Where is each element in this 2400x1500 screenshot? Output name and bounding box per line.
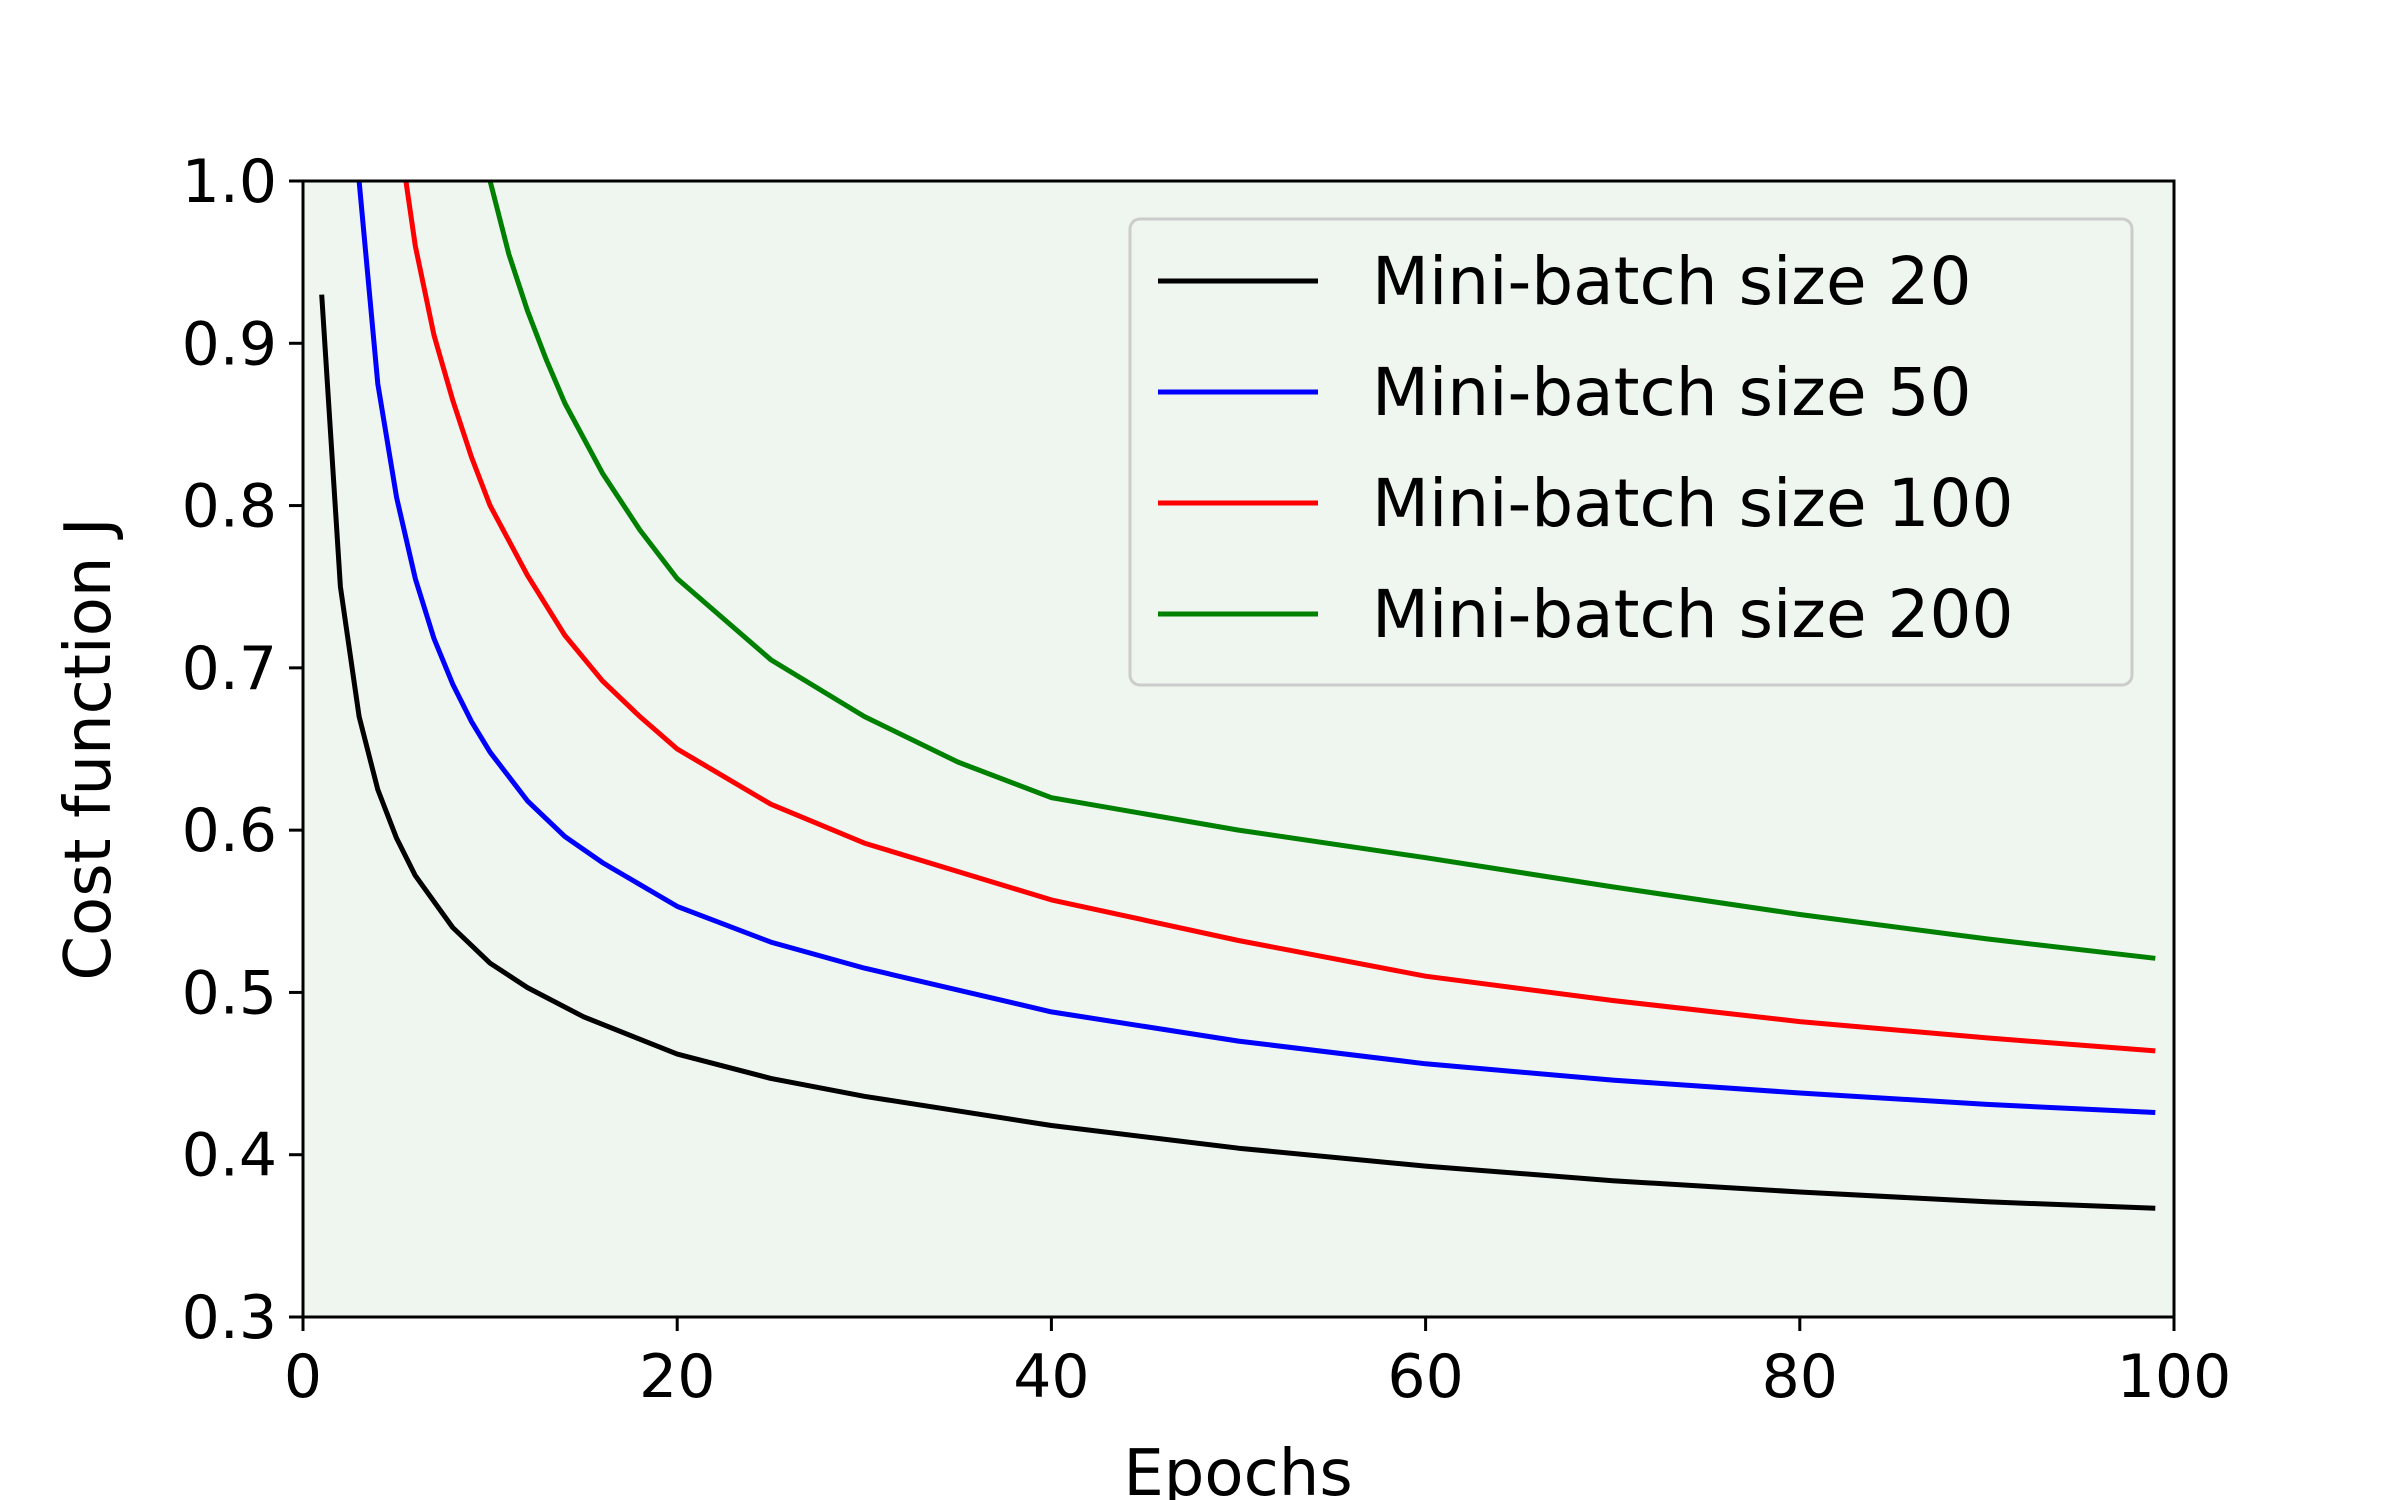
y-tick-label: 1.0 xyxy=(182,147,277,217)
plot-frame xyxy=(301,179,2176,1319)
x-tick-label: 40 xyxy=(1013,1342,1089,1412)
x-tick-label: 80 xyxy=(1762,1342,1838,1412)
legend-label-3: Mini-batch size 100 xyxy=(1372,465,2014,542)
legend-label-4: Mini-batch size 200 xyxy=(1372,576,2014,653)
series-line-2 xyxy=(356,180,2156,1115)
y-tick-label: 0.3 xyxy=(182,1283,277,1353)
y-tick-label: 0.9 xyxy=(182,309,277,379)
x-tick-label: 0 xyxy=(284,1342,322,1412)
y-axis-ticks: 0.3 0.4 0.5 0.6 0.7 0.8 0.9 1.0 xyxy=(182,147,303,1353)
legend-label-2: Mini-batch size 50 xyxy=(1372,354,1972,431)
y-tick-label: 0.5 xyxy=(182,958,277,1028)
y-tick-label: 0.4 xyxy=(182,1121,277,1191)
x-tick-label: 100 xyxy=(2117,1342,2232,1412)
series-line-1 xyxy=(319,294,2156,1211)
x-tick-label: 20 xyxy=(639,1342,715,1412)
series-line-3 xyxy=(403,180,2156,1054)
x-axis-ticks: 0 20 40 60 80 100 xyxy=(284,1317,2231,1412)
series-line-4 xyxy=(487,180,2156,961)
x-axis-label: Epochs xyxy=(1123,1437,1352,1500)
series-layer xyxy=(319,180,2156,1211)
legend-label-1: Mini-batch size 20 xyxy=(1372,243,1972,320)
y-tick-label: 0.8 xyxy=(182,472,277,542)
x-tick-label: 60 xyxy=(1387,1342,1463,1412)
y-tick-label: 0.6 xyxy=(182,796,277,866)
y-axis-label: Cost function J xyxy=(52,517,126,980)
legend-entries: Mini-batch size 20 Mini-batch size 50 Mini… xyxy=(1158,243,2014,653)
y-tick-label: 0.7 xyxy=(182,634,277,704)
legend: Mini-batch size 20 Mini-batch size 50 Mini… xyxy=(1128,217,2134,687)
legend-box xyxy=(1128,217,2134,687)
